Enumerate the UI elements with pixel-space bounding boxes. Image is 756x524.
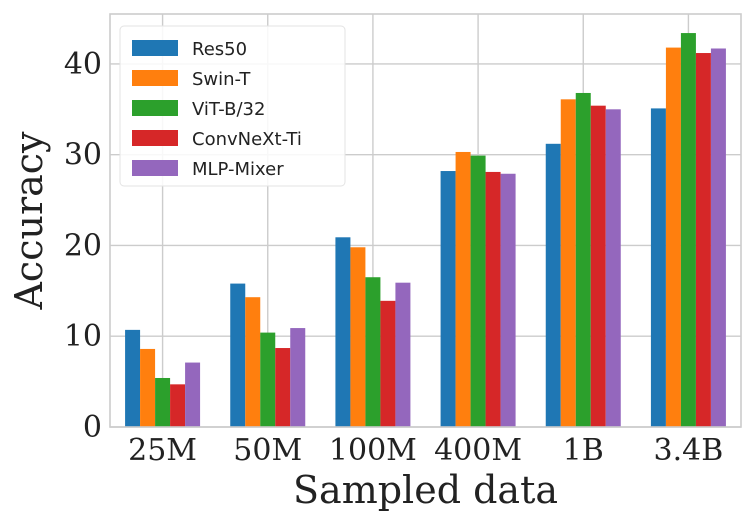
bar (185, 362, 201, 427)
x-tick-label: 3.4B (654, 433, 724, 468)
y-tick-label: 20 (64, 228, 102, 263)
bar (155, 377, 171, 427)
y-tick-label: 10 (64, 319, 102, 354)
bar (365, 277, 381, 427)
legend-swatch (132, 100, 178, 116)
legend-label: MLP-Mixer (192, 159, 284, 180)
bar (560, 99, 576, 428)
bar (680, 33, 696, 428)
bar (665, 47, 681, 427)
plot-frame (109, 13, 742, 428)
bar (650, 108, 666, 428)
bar (275, 348, 291, 427)
bar (395, 282, 411, 427)
x-tick-label: 100M (329, 433, 417, 468)
bar (605, 109, 621, 428)
bar (695, 53, 711, 428)
legend-swatch (132, 160, 178, 176)
y-axis-ticks: 0 10 20 30 40 (64, 47, 102, 445)
legend-label: Res50 (192, 39, 247, 60)
bar (590, 105, 606, 427)
bar (350, 247, 366, 427)
bar (545, 143, 561, 428)
x-tick-label: 50M (233, 433, 302, 468)
bar (440, 171, 456, 427)
legend-swatch (132, 130, 178, 146)
x-tick-label: 1B (563, 433, 604, 468)
legend: Res50 Swin-T ViT-B/32 ConvNeXt-Ti MLP-Mixer (119, 25, 346, 187)
y-tick-label: 40 (64, 47, 102, 82)
bar (575, 92, 591, 427)
bar (710, 48, 726, 427)
bar (140, 348, 156, 427)
legend-label: ConvNeXt-Ti (192, 129, 302, 150)
bar (500, 173, 516, 427)
y-tick-label: 0 (83, 410, 102, 445)
legend-label: ViT-B/32 (192, 99, 265, 120)
bar (290, 328, 306, 427)
y-axis-title: Accuracy (7, 131, 51, 311)
legend-swatch (132, 70, 178, 86)
bar (335, 237, 351, 427)
bar (455, 151, 471, 427)
bar (470, 155, 486, 427)
bar (380, 300, 396, 427)
x-axis-ticks: 25M 50M 100M 400M 1B 3.4B (128, 433, 723, 468)
legend-label: Swin-T (192, 69, 251, 90)
bar (230, 283, 246, 427)
bars (125, 33, 726, 428)
x-tick-label: 400M (434, 433, 522, 468)
bar (125, 329, 141, 427)
bar (260, 332, 276, 427)
y-tick-label: 30 (64, 138, 102, 173)
bar (170, 384, 186, 427)
x-tick-label: 25M (128, 433, 197, 468)
bar (485, 171, 501, 427)
x-axis-title: Sampled data (293, 468, 558, 512)
bar (245, 297, 261, 427)
legend-swatch (132, 40, 178, 56)
